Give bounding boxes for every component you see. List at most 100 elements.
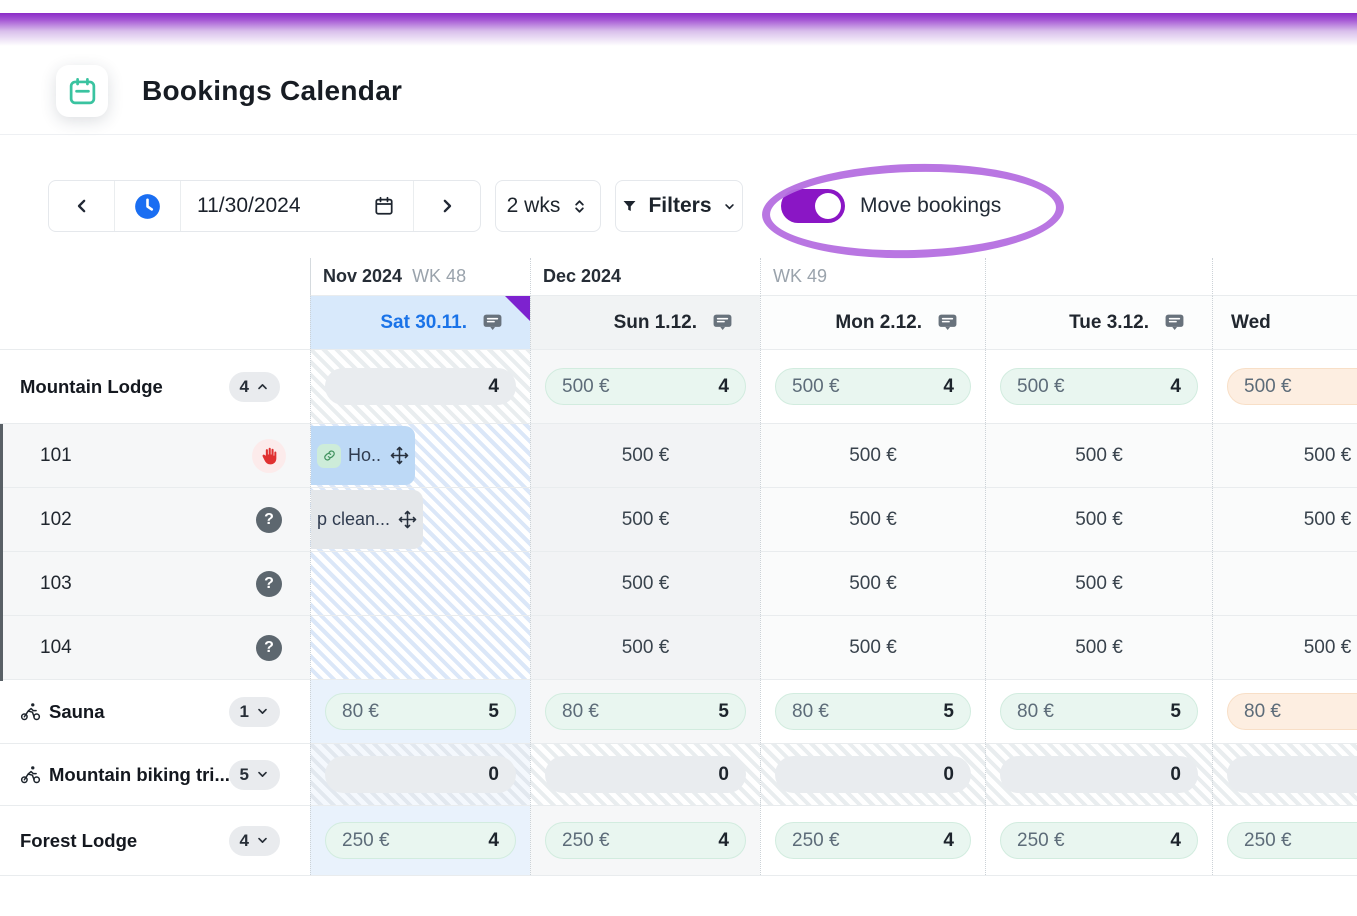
calendar-cell[interactable]: 80 € 5 — [760, 680, 985, 743]
rate-pill[interactable]: 4 — [325, 368, 516, 405]
blocked-status-badge[interactable] — [252, 438, 286, 473]
next-period-button[interactable] — [414, 181, 480, 231]
week-number: WK 48 — [412, 266, 467, 286]
move-bookings-toggle[interactable] — [781, 189, 845, 223]
rate-pill[interactable]: 0 — [325, 756, 516, 793]
calendar-cell[interactable]: 500 € 4 — [530, 350, 760, 423]
question-status-badge[interactable]: ? — [256, 570, 282, 597]
today-button[interactable] — [115, 181, 181, 231]
rate-pill[interactable]: 250 € — [1227, 822, 1357, 859]
calendar-cell[interactable] — [1212, 744, 1357, 805]
rate-pill[interactable]: 250 € 4 — [325, 822, 516, 859]
rate-pill[interactable]: 250 € 4 — [1000, 822, 1198, 859]
calendar-picker-icon[interactable] — [373, 195, 395, 217]
row-count-toggle[interactable]: 5 — [228, 759, 280, 790]
calendar-cell[interactable]: 500 € 4 — [760, 350, 985, 423]
rate-pill[interactable]: 80 € 5 — [325, 693, 516, 730]
calendar-cell[interactable]: 80 € 5 — [985, 680, 1212, 743]
calendar-cell[interactable]: 250 € 4 — [310, 806, 530, 875]
calendar-cell[interactable]: 80 € 5 — [310, 680, 530, 743]
row-count-toggle[interactable]: 1 — [228, 696, 280, 727]
rate-pill[interactable]: 500 € 4 — [775, 368, 971, 405]
note-icon[interactable] — [711, 312, 734, 333]
calendar-cell[interactable]: 500 € — [985, 616, 1212, 679]
calendar-cell[interactable] — [310, 616, 530, 679]
note-icon[interactable] — [936, 312, 959, 333]
rate-pill[interactable]: 0 — [545, 756, 746, 793]
calendar-cell[interactable]: 500 € 4 — [985, 350, 1212, 423]
calendar-cell[interactable]: 0 — [760, 744, 985, 805]
rate-pill[interactable]: 80 € 5 — [775, 693, 971, 730]
calendar-cell[interactable]: 500 € — [760, 616, 985, 679]
rate-pill[interactable]: 80 € 5 — [545, 693, 746, 730]
availability-count: 0 — [943, 763, 954, 785]
move-handle-icon[interactable] — [397, 509, 418, 530]
calendar-cell[interactable]: 250 € 4 — [985, 806, 1212, 875]
calendar-cell[interactable]: 0 — [310, 744, 530, 805]
rate-pill[interactable]: 80 € 5 — [1000, 693, 1198, 730]
month-header-row: Nov 2024 WK 48 Dec 2024 WK 49 — [0, 258, 1357, 296]
rate-pill[interactable]: 500 € 4 — [1000, 368, 1198, 405]
day-label: Wed — [1231, 311, 1271, 333]
calendar-cell[interactable]: 500 € — [760, 552, 985, 615]
calendar-cell[interactable]: 500 € — [1212, 616, 1357, 679]
top-gradient-bar — [0, 13, 1357, 46]
calendar-cell[interactable]: 500 € — [1212, 424, 1357, 487]
booking-chip[interactable]: Ho... — [311, 426, 415, 485]
range-select[interactable]: 2 wks — [495, 180, 601, 232]
prev-period-button[interactable] — [49, 181, 115, 231]
calendar-cell[interactable]: 500 € — [1212, 350, 1357, 423]
calendar-cell[interactable]: 500 € — [530, 616, 760, 679]
availability-count: 4 — [718, 375, 729, 397]
move-handle-icon[interactable] — [389, 445, 410, 466]
rate-pill[interactable]: 500 € 4 — [545, 368, 746, 405]
calendar-cell[interactable]: 500 € — [985, 424, 1212, 487]
question-status-badge[interactable]: ? — [256, 634, 282, 661]
count-value: 4 — [239, 830, 249, 850]
day-header-cell[interactable]: Mon 2.12. — [760, 296, 985, 349]
day-header-cell[interactable]: Sun 1.12. — [530, 296, 760, 349]
calendar-cell[interactable]: 500 € — [530, 488, 760, 551]
calendar-cell[interactable]: 500 € — [1212, 488, 1357, 551]
booking-chip[interactable]: p clean... — [311, 490, 423, 549]
calendar-cell[interactable]: Ho... — [310, 424, 530, 487]
day-header-cell[interactable]: Tue 3.12. — [985, 296, 1212, 349]
calendar-cell[interactable]: 80 € 5 — [530, 680, 760, 743]
note-icon[interactable] — [1163, 312, 1186, 333]
calendar-cell[interactable]: 250 € 4 — [530, 806, 760, 875]
question-status-badge[interactable]: ? — [256, 506, 282, 533]
calendar-cell[interactable]: p clean... — [310, 488, 530, 551]
rate-pill[interactable]: 250 € 4 — [775, 822, 971, 859]
calendar-cell[interactable] — [1212, 552, 1357, 615]
day-header-cell[interactable]: Sat 30.11. — [310, 296, 530, 349]
filters-button[interactable]: Filters — [615, 180, 743, 232]
calendar-cell[interactable]: 250 € 4 — [760, 806, 985, 875]
rate-value: 500 € — [1075, 508, 1123, 530]
rate-pill[interactable]: 250 € 4 — [545, 822, 746, 859]
calendar-cell[interactable]: 500 € — [760, 424, 985, 487]
date-field[interactable]: 11/30/2024 — [181, 181, 414, 231]
calendar-cell[interactable]: 500 € — [530, 424, 760, 487]
note-icon[interactable] — [481, 312, 504, 333]
calendar-cell[interactable]: 0 — [985, 744, 1212, 805]
calendar-cell[interactable]: 500 € — [985, 552, 1212, 615]
row-count-toggle[interactable]: 4 — [228, 371, 280, 402]
calendar-cell[interactable]: 0 — [530, 744, 760, 805]
calendar-cell[interactable]: 250 € — [1212, 806, 1357, 875]
calendar-cell[interactable]: 500 € — [985, 488, 1212, 551]
calendar-cell[interactable]: 80 € — [1212, 680, 1357, 743]
bookings-grid: Nov 2024 WK 48 Dec 2024 WK 49 Sat 30.11. Sun … — [0, 258, 1357, 876]
calendar-cell[interactable]: 4 — [310, 350, 530, 423]
rate-pill[interactable]: 0 — [1000, 756, 1198, 793]
rate-pill[interactable]: 500 € — [1227, 368, 1357, 405]
calendar-cell[interactable]: 500 € — [760, 488, 985, 551]
rate-pill[interactable] — [1227, 756, 1357, 793]
rate-pill[interactable]: 80 € — [1227, 693, 1357, 730]
calendar-cell[interactable] — [310, 552, 530, 615]
rate-value: 500 € — [621, 444, 670, 466]
row-count-toggle[interactable]: 4 — [228, 825, 280, 856]
day-header-cell[interactable]: Wed — [1212, 296, 1357, 349]
calendar-cell[interactable]: 500 € — [530, 552, 760, 615]
rate-price: 500 € — [562, 375, 610, 397]
rate-pill[interactable]: 0 — [775, 756, 971, 793]
